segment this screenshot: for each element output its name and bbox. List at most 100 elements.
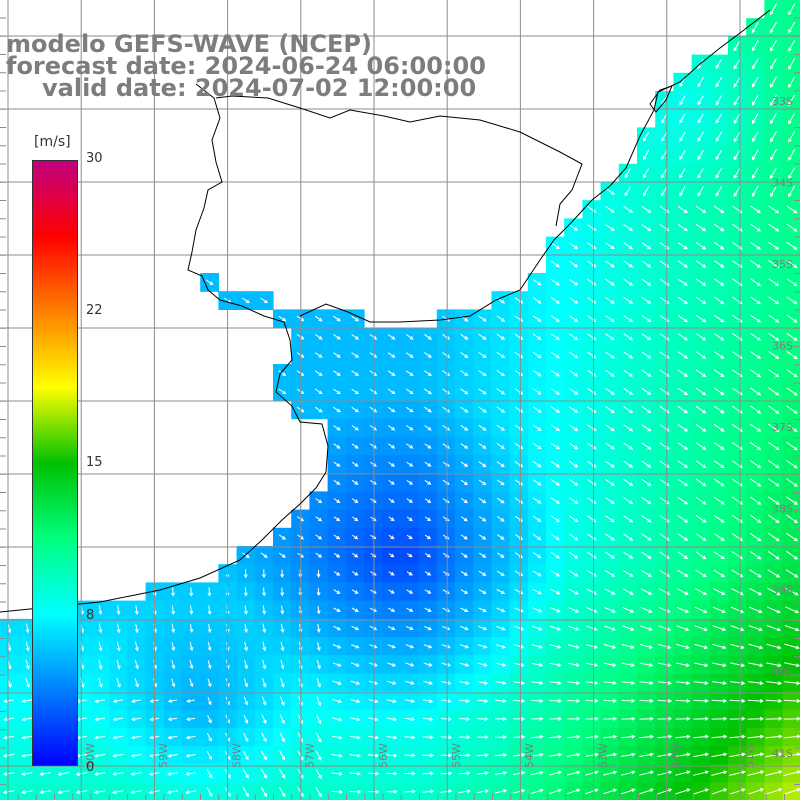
wind-arrow (333, 333, 341, 340)
wind-arrow (262, 623, 267, 634)
wind-arrow (605, 497, 615, 505)
wind-arrow (441, 681, 452, 685)
wind-arrow (605, 296, 615, 304)
wind-arrow (657, 680, 672, 685)
wind-arrow (333, 625, 342, 631)
wind-arrow (496, 515, 505, 522)
wind-arrow (460, 534, 468, 540)
wind-arrow (424, 443, 432, 449)
wind-arrow (260, 552, 268, 558)
wind-arrow (333, 479, 341, 485)
wind-arrow (351, 625, 360, 631)
wind-arrow (585, 734, 599, 739)
wind-arrow (333, 589, 341, 594)
wind-arrow (765, 734, 783, 739)
wind-arrow (641, 551, 652, 559)
wind-arrow (406, 461, 414, 467)
wind-arrow (640, 625, 653, 631)
wind-arrow (657, 698, 673, 703)
wind-arrow (713, 260, 725, 268)
wind-arrow (532, 278, 542, 286)
wind-arrow (695, 278, 707, 286)
wind-arrow (567, 662, 580, 667)
wind-arrow (3, 699, 14, 704)
wind-arrow (424, 352, 432, 358)
wind-arrow (279, 768, 286, 779)
valid-date: valid date: 2024-07-02 12:00:00 (42, 74, 477, 102)
wind-arrow (769, 76, 777, 88)
wind-arrow (712, 662, 727, 668)
wind-arrow (568, 460, 579, 468)
wind-arrow (39, 772, 51, 776)
wind-arrow (134, 605, 139, 616)
wind-arrow (713, 314, 725, 323)
wind-arrow (130, 772, 142, 776)
wind-arrow (130, 735, 142, 740)
wind-arrow (406, 553, 413, 558)
wind-arrow (568, 442, 579, 450)
wind-arrow (350, 699, 361, 704)
wind-arrow (767, 532, 780, 542)
wind-arrow (388, 479, 395, 485)
wind-arrow (387, 644, 396, 649)
wind-arrow (567, 716, 581, 721)
wind-arrow (621, 680, 636, 685)
wind-arrow (694, 606, 708, 613)
wind-arrow (751, 167, 759, 179)
wind-arrow (623, 424, 634, 432)
wind-arrow (711, 716, 728, 721)
wind-arrow (767, 478, 780, 487)
wind-arrow (767, 550, 780, 560)
wind-arrow (478, 406, 487, 413)
wind-arrow (695, 551, 707, 560)
wind-arrow (623, 333, 634, 341)
wind-arrow (566, 788, 581, 795)
wind-arrow (424, 461, 432, 467)
wind-arrow (349, 753, 362, 758)
wind-arrow (786, 296, 798, 305)
wind-arrow (641, 242, 652, 250)
wind-arrow (278, 786, 286, 798)
wind-arrow (351, 370, 360, 376)
wind-arrow (316, 605, 321, 615)
wind-arrow (676, 625, 690, 631)
wind-arrow (98, 641, 103, 652)
wind-arrow (695, 333, 707, 341)
wind-arrow (369, 662, 378, 667)
wind-arrow (167, 699, 178, 703)
wind-arrow (641, 533, 652, 541)
wind-arrow (661, 131, 668, 142)
wind-arrow (261, 696, 267, 706)
wind-arrow (261, 732, 267, 743)
wind-arrow (352, 552, 359, 558)
longitude-label: 56W (377, 743, 390, 768)
longitude-label: 54W (523, 743, 536, 768)
wind-arrow (476, 735, 489, 740)
wind-arrow (460, 424, 469, 431)
wind-arrow (748, 643, 764, 650)
wind-arrow (621, 644, 635, 649)
wind-arrow (694, 625, 708, 632)
wind-arrow (331, 753, 343, 758)
wind-arrow (351, 498, 359, 503)
wind-arrow (712, 643, 727, 650)
wind-arrow (713, 478, 725, 487)
wind-arrow (751, 131, 759, 143)
wind-arrow (333, 315, 341, 322)
wind-arrow (641, 224, 652, 232)
wind-arrow (279, 732, 285, 743)
wind-arrow (460, 552, 468, 558)
wind-arrow (186, 699, 196, 703)
wind-arrow (424, 406, 432, 413)
wind-arrow (331, 789, 344, 794)
wind-arrow (715, 167, 723, 179)
wind-arrow (478, 552, 487, 558)
wind-arrow (605, 242, 615, 250)
wind-arrow (112, 699, 123, 703)
wind-arrow (731, 587, 744, 596)
wind-arrow (750, 314, 762, 323)
wind-arrow (622, 606, 635, 613)
wind-arrow (550, 424, 560, 432)
wind-arrow (478, 497, 487, 504)
wind-arrow (532, 570, 542, 577)
